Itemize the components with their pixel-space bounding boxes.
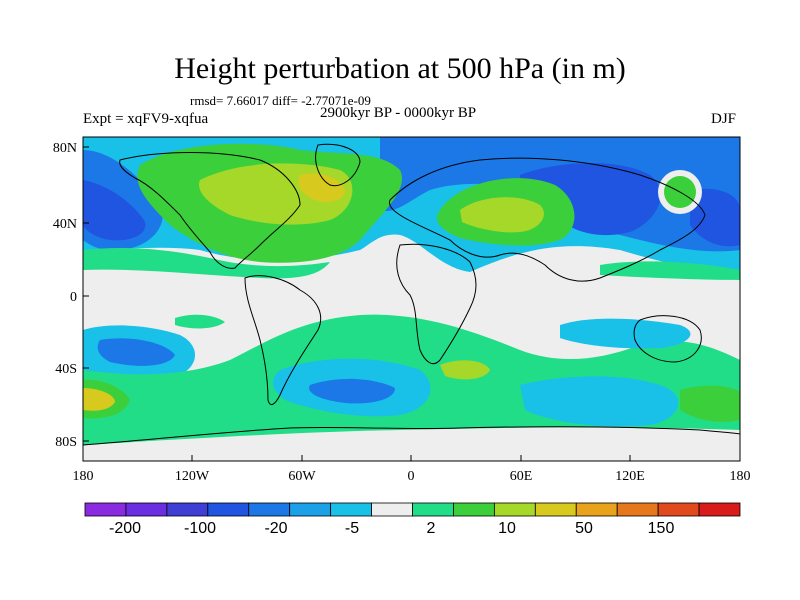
lon-label-0: 0 bbox=[408, 469, 415, 484]
colorbar-label: 10 bbox=[498, 520, 516, 537]
contour-sh-neutral bbox=[83, 427, 740, 461]
colorbar-label: -200 bbox=[109, 520, 141, 537]
contour-eurasia-yellow bbox=[460, 197, 544, 233]
colorbar-swatch bbox=[84, 502, 127, 517]
axis-ticks bbox=[82, 146, 741, 461]
colorbar-swatch bbox=[248, 502, 291, 517]
lat-label-0: 0 bbox=[70, 290, 77, 305]
colorbar-label: 2 bbox=[427, 520, 436, 537]
coastlines bbox=[83, 143, 740, 446]
coast-south-america bbox=[244, 275, 322, 406]
colorbar-label: -5 bbox=[345, 520, 359, 537]
contour-sh-lightblue-east2 bbox=[560, 318, 691, 349]
contour-trop-seagreen2 bbox=[175, 314, 225, 329]
lat-label-40s: 40S bbox=[55, 362, 77, 377]
coast-antarctica bbox=[83, 426, 740, 446]
lat-label-80s: 80S bbox=[55, 435, 77, 450]
lat-label-80n: 80N bbox=[53, 141, 77, 156]
map-title: Height perturbation at 500 hPa (in m) bbox=[174, 52, 626, 85]
colorbar-swatch bbox=[493, 502, 536, 517]
colorbar-swatch bbox=[371, 502, 413, 517]
contour-sh-lightblue-east bbox=[520, 376, 679, 427]
lon-label-60e: 60E bbox=[510, 469, 533, 484]
lon-label-120e: 120E bbox=[615, 469, 645, 484]
colorbar-label: -100 bbox=[184, 520, 216, 537]
contour-nh-darkblue-east bbox=[520, 162, 661, 236]
contour-sh-yellow-west bbox=[83, 388, 115, 411]
colorbar-swatch bbox=[330, 502, 372, 517]
colorbar bbox=[84, 502, 741, 517]
coast-greenland bbox=[315, 143, 361, 187]
colorbar-label: 50 bbox=[575, 520, 593, 537]
colorbar-swatch bbox=[657, 502, 700, 517]
season-label: DJF bbox=[711, 111, 737, 127]
colorbar-swatch bbox=[125, 502, 168, 517]
colorbar-swatch bbox=[207, 502, 250, 517]
colorbar-swatch bbox=[534, 502, 577, 517]
lon-label-60w: 60W bbox=[288, 469, 316, 484]
colorbar-swatch bbox=[616, 502, 659, 517]
coast-africa bbox=[396, 243, 477, 365]
colorbar-label: 150 bbox=[648, 520, 675, 537]
contour-nh-darkblue-west bbox=[83, 180, 146, 241]
lon-label-180e: 180 bbox=[730, 469, 751, 484]
contour-sh-blue-west bbox=[97, 338, 175, 366]
contour-trop-seagreen bbox=[600, 261, 740, 280]
lat-label-40n: 40N bbox=[53, 217, 77, 232]
experiment-label: Expt = xqFV9-xqfua bbox=[83, 111, 209, 127]
colorbar-labels: -200 -100 -20 -5 2 10 50 150 bbox=[109, 520, 674, 537]
contour-nh-seagreen bbox=[83, 247, 330, 279]
contour-sh-green-east bbox=[680, 385, 740, 422]
period-label: 2900kyr BP - 0000kyr BP bbox=[320, 105, 477, 121]
colorbar-swatch bbox=[698, 502, 741, 517]
contour-sh-yellowgreen-saf bbox=[440, 360, 490, 380]
colorbar-swatch bbox=[412, 502, 454, 517]
contour-nh-darkblue-east2 bbox=[690, 188, 740, 247]
coast-north-america bbox=[119, 152, 301, 269]
contour-nh-orange bbox=[298, 173, 345, 202]
colorbar-swatch bbox=[453, 502, 495, 517]
colorbar-swatch bbox=[289, 502, 332, 517]
contour-sh-blue-mid bbox=[309, 378, 395, 404]
stats-readout: rmsd= 7.66017 diff= -2.77071e-09 bbox=[190, 93, 371, 108]
lon-label-120w: 120W bbox=[175, 469, 210, 484]
coast-eurasia bbox=[389, 157, 706, 282]
colorbar-label: -20 bbox=[264, 520, 287, 537]
colorbar-swatch bbox=[575, 502, 618, 517]
coast-australia bbox=[633, 315, 702, 363]
lon-label-180w: 180 bbox=[73, 469, 94, 484]
colorbar-swatch bbox=[166, 502, 209, 517]
